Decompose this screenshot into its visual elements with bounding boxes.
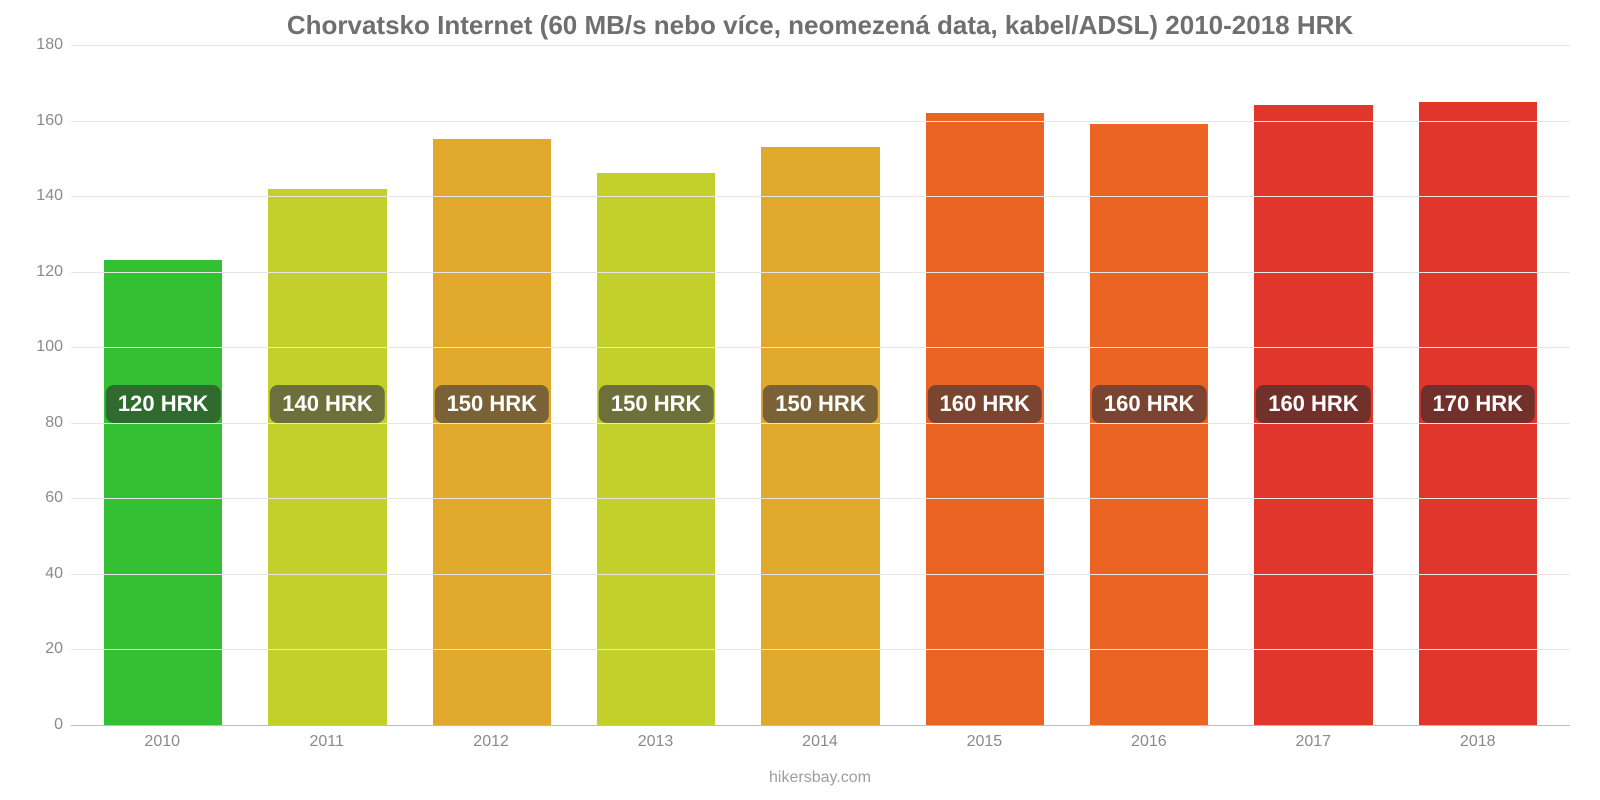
bar-slot: 160 HRK bbox=[903, 45, 1067, 725]
grid-line bbox=[71, 347, 1570, 348]
y-tick-label: 20 bbox=[23, 640, 63, 658]
x-tick-label: 2013 bbox=[573, 733, 737, 763]
bar-slot: 160 HRK bbox=[1067, 45, 1231, 725]
grid-line bbox=[71, 725, 1570, 726]
bar-slot: 170 HRK bbox=[1396, 45, 1560, 725]
x-tick-label: 2010 bbox=[80, 733, 244, 763]
bar-slot: 140 HRK bbox=[245, 45, 409, 725]
x-tick-label: 2017 bbox=[1231, 733, 1395, 763]
x-axis-labels: 201020112012201320142015201620172018 bbox=[70, 733, 1570, 763]
y-tick-label: 160 bbox=[23, 112, 63, 130]
x-tick-label: 2011 bbox=[244, 733, 408, 763]
y-tick-label: 100 bbox=[23, 338, 63, 356]
y-tick-label: 0 bbox=[23, 716, 63, 734]
grid-line bbox=[71, 498, 1570, 499]
bar bbox=[597, 173, 715, 725]
bar-value-label: 150 HRK bbox=[599, 385, 713, 423]
bar-slot: 160 HRK bbox=[1231, 45, 1395, 725]
grid-line bbox=[71, 121, 1570, 122]
x-tick-label: 2015 bbox=[902, 733, 1066, 763]
bar bbox=[433, 139, 551, 725]
bar-value-label: 170 HRK bbox=[1421, 385, 1535, 423]
y-tick-label: 40 bbox=[23, 565, 63, 583]
bar-slot: 150 HRK bbox=[738, 45, 902, 725]
bar-value-label: 140 HRK bbox=[270, 385, 384, 423]
bar-value-label: 150 HRK bbox=[763, 385, 877, 423]
bar-value-label: 160 HRK bbox=[1092, 385, 1206, 423]
bar-value-label: 160 HRK bbox=[928, 385, 1042, 423]
x-tick-label: 2018 bbox=[1396, 733, 1560, 763]
bar-slot: 120 HRK bbox=[81, 45, 245, 725]
y-tick-label: 60 bbox=[23, 489, 63, 507]
bar-value-label: 160 HRK bbox=[1256, 385, 1370, 423]
bars-container: 120 HRK 140 HRK 150 HRK 150 HRK 150 HRK 160 H… bbox=[71, 45, 1570, 725]
y-tick-label: 120 bbox=[23, 263, 63, 281]
y-tick-label: 140 bbox=[23, 187, 63, 205]
grid-line bbox=[71, 649, 1570, 650]
grid-line bbox=[71, 574, 1570, 575]
bar-chart: Chorvatsko Internet (60 MB/s nebo více, … bbox=[0, 0, 1600, 800]
chart-title: Chorvatsko Internet (60 MB/s nebo více, … bbox=[70, 10, 1570, 41]
bar-value-label: 150 HRK bbox=[435, 385, 549, 423]
grid-line bbox=[71, 196, 1570, 197]
bar bbox=[268, 189, 386, 725]
grid-line bbox=[71, 45, 1570, 46]
bar bbox=[761, 147, 879, 725]
x-tick-label: 2012 bbox=[409, 733, 573, 763]
x-tick-label: 2016 bbox=[1067, 733, 1231, 763]
bar bbox=[1090, 124, 1208, 725]
bar bbox=[104, 260, 222, 725]
bar-slot: 150 HRK bbox=[410, 45, 574, 725]
bar-value-label: 120 HRK bbox=[106, 385, 220, 423]
grid-line bbox=[71, 272, 1570, 273]
plot-area: 120 HRK 140 HRK 150 HRK 150 HRK 150 HRK 160 H… bbox=[70, 45, 1570, 725]
x-tick-label: 2014 bbox=[738, 733, 902, 763]
y-tick-label: 80 bbox=[23, 414, 63, 432]
bar-slot: 150 HRK bbox=[574, 45, 738, 725]
grid-line bbox=[71, 423, 1570, 424]
chart-footer: hikersbay.com bbox=[70, 769, 1570, 787]
y-tick-label: 180 bbox=[23, 36, 63, 54]
